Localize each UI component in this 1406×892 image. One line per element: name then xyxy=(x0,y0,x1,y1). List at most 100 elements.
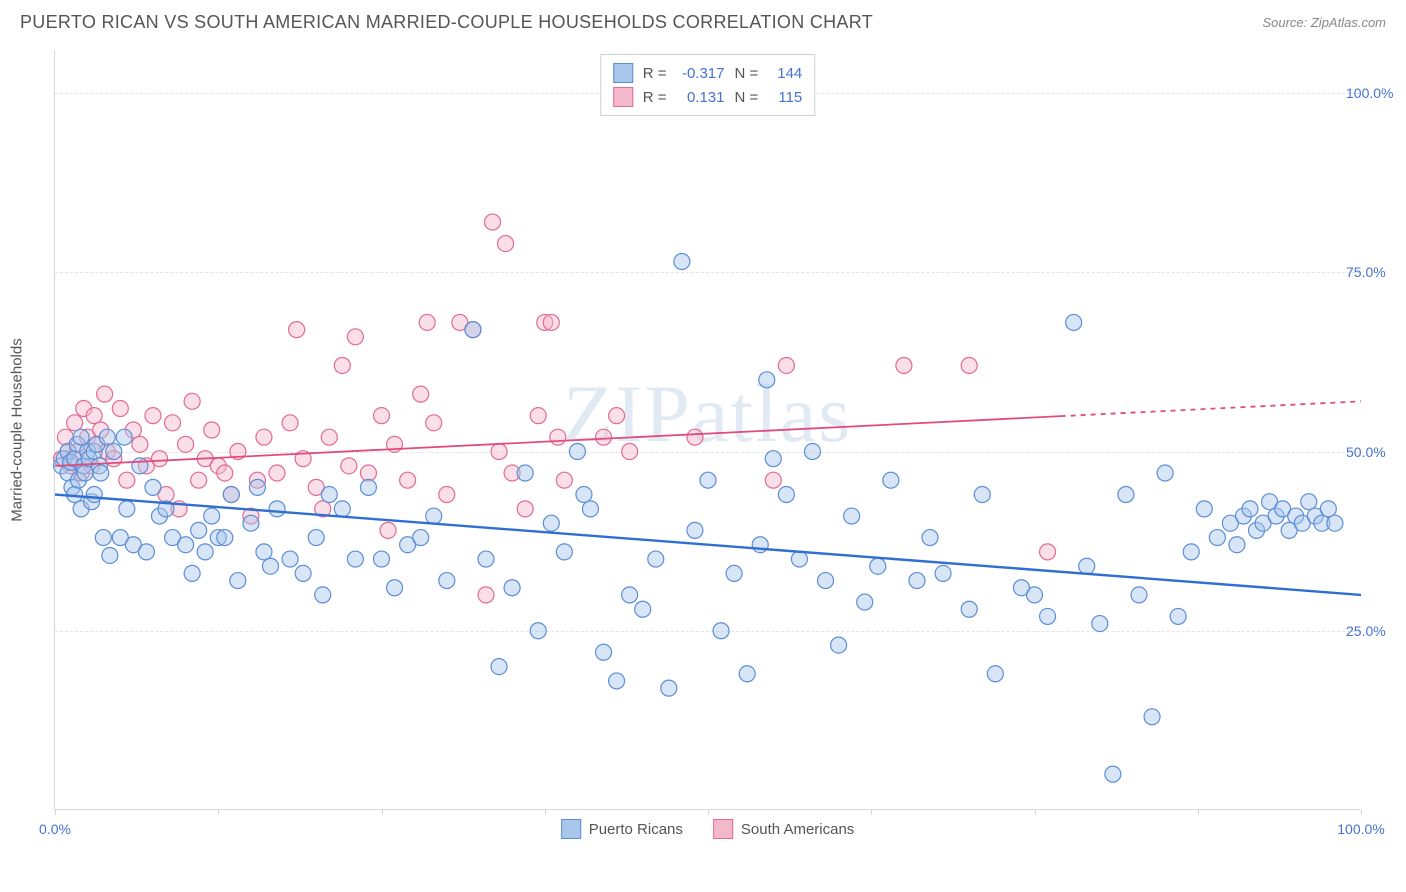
data-point xyxy=(1144,709,1160,725)
data-point xyxy=(498,236,514,252)
data-point xyxy=(831,637,847,653)
data-point xyxy=(132,436,148,452)
trend-line xyxy=(55,416,1061,466)
data-point xyxy=(426,415,442,431)
data-point xyxy=(184,565,200,581)
data-point xyxy=(217,530,233,546)
data-point xyxy=(151,451,167,467)
data-point xyxy=(1242,501,1258,517)
x-tick-label: 0.0% xyxy=(39,821,71,837)
data-point xyxy=(517,465,533,481)
data-point xyxy=(204,508,220,524)
data-point xyxy=(413,530,429,546)
data-point xyxy=(543,314,559,330)
data-point xyxy=(165,415,181,431)
data-point xyxy=(217,465,233,481)
data-point xyxy=(426,508,442,524)
legend-n-value-2: 115 xyxy=(768,89,802,106)
data-point xyxy=(230,573,246,589)
source-attribution: Source: ZipAtlas.com xyxy=(1262,15,1386,30)
data-point xyxy=(759,372,775,388)
data-point xyxy=(609,673,625,689)
data-point xyxy=(1027,587,1043,603)
data-point xyxy=(439,487,455,503)
data-point xyxy=(439,573,455,589)
data-point xyxy=(145,479,161,495)
data-point xyxy=(256,544,272,560)
legend-series-name-2: South Americans xyxy=(741,821,854,838)
data-point xyxy=(282,551,298,567)
data-point xyxy=(145,408,161,424)
data-point xyxy=(465,322,481,338)
data-point xyxy=(132,458,148,474)
data-point xyxy=(321,429,337,445)
data-point xyxy=(961,357,977,373)
legend-item-2: South Americans xyxy=(713,819,854,839)
data-point xyxy=(138,544,154,560)
data-point xyxy=(116,429,132,445)
data-point xyxy=(334,501,350,517)
data-point xyxy=(97,386,113,402)
data-point xyxy=(1040,544,1056,560)
data-point xyxy=(1105,766,1121,782)
legend-swatch-2 xyxy=(613,87,633,107)
data-point xyxy=(935,565,951,581)
data-point xyxy=(818,573,834,589)
data-point xyxy=(870,558,886,574)
data-point xyxy=(687,522,703,538)
data-point xyxy=(726,565,742,581)
x-tick xyxy=(871,809,872,815)
legend-n-value-1: 144 xyxy=(768,65,802,82)
data-point xyxy=(387,580,403,596)
data-point xyxy=(73,429,89,445)
data-point xyxy=(380,522,396,538)
data-point xyxy=(119,501,135,517)
data-point xyxy=(622,444,638,460)
x-tick xyxy=(545,809,546,815)
data-point xyxy=(961,601,977,617)
data-point xyxy=(243,515,259,531)
data-point xyxy=(556,544,572,560)
data-point xyxy=(269,501,285,517)
data-point xyxy=(400,472,416,488)
data-point xyxy=(93,465,109,481)
data-point xyxy=(119,472,135,488)
data-point xyxy=(102,547,118,563)
data-point xyxy=(413,386,429,402)
data-point xyxy=(713,623,729,639)
x-tick xyxy=(382,809,383,815)
data-point xyxy=(987,666,1003,682)
trend-line-dashed xyxy=(1061,401,1361,416)
data-point xyxy=(804,444,820,460)
data-point xyxy=(582,501,598,517)
data-point xyxy=(896,357,912,373)
data-point xyxy=(791,551,807,567)
data-point xyxy=(1092,616,1108,632)
data-point xyxy=(700,472,716,488)
data-point xyxy=(857,594,873,610)
data-point xyxy=(569,444,585,460)
data-point xyxy=(576,487,592,503)
legend-row-1: R = -0.317 N = 144 xyxy=(613,61,803,85)
data-point xyxy=(661,680,677,696)
data-point xyxy=(1157,465,1173,481)
data-point xyxy=(543,515,559,531)
data-point xyxy=(504,580,520,596)
data-point xyxy=(622,587,638,603)
legend-swatch-bottom-1 xyxy=(561,819,581,839)
legend-row-2: R = 0.131 N = 115 xyxy=(613,85,803,109)
trend-line xyxy=(55,495,1361,595)
data-point xyxy=(765,451,781,467)
x-tick xyxy=(1361,809,1362,815)
legend-series-name-1: Puerto Ricans xyxy=(589,821,683,838)
data-point xyxy=(374,408,390,424)
data-point xyxy=(1327,515,1343,531)
data-point xyxy=(178,537,194,553)
x-tick xyxy=(218,809,219,815)
x-tick xyxy=(55,809,56,815)
legend-r-value-1: -0.317 xyxy=(677,65,725,82)
data-point xyxy=(687,429,703,445)
chart-title: PUERTO RICAN VS SOUTH AMERICAN MARRIED-C… xyxy=(20,12,873,33)
data-point xyxy=(315,587,331,603)
x-tick-label: 100.0% xyxy=(1337,821,1384,837)
